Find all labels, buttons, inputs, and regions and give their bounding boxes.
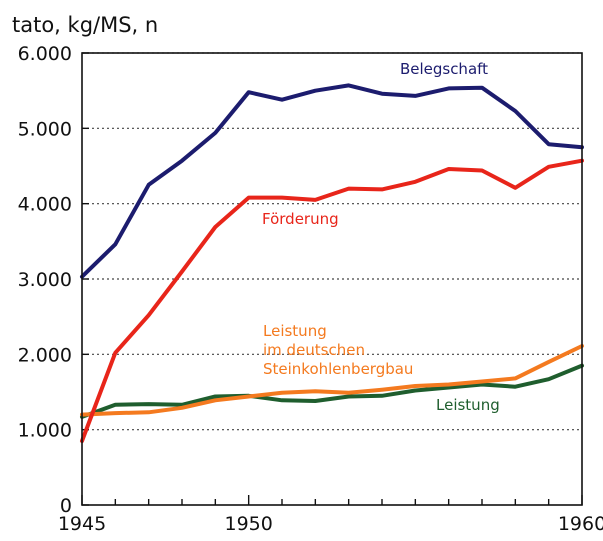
y-tick-label: 3.000	[18, 269, 72, 291]
y-axis-label: tato, kg/MS, n	[12, 13, 158, 37]
y-tick-label: 1.000	[18, 420, 72, 442]
x-tick-label: 1950	[224, 513, 272, 535]
series-lines	[80, 83, 584, 443]
series-label: Belegschaft	[400, 60, 488, 78]
series-label: Leistung	[436, 396, 500, 414]
y-tick-label: 0	[60, 495, 72, 517]
x-tick-label: 1945	[58, 513, 106, 535]
y-tick-label: 6.000	[18, 43, 72, 65]
series-label: Förderung	[262, 210, 339, 228]
y-tick-label: 2.000	[18, 344, 72, 366]
series-line	[80, 158, 584, 443]
y-tick-label: 4.000	[18, 194, 72, 216]
series-line	[80, 363, 584, 419]
series-line	[80, 344, 584, 417]
y-tick-labels: 0 1.000 2.000 3.000 4.000 5.000 6.000	[18, 43, 72, 517]
x-tick-label: 1960	[558, 513, 603, 535]
series-label: im deutschen	[263, 341, 365, 359]
x-tick-labels: 1945 1950 1960	[58, 513, 603, 535]
axes	[81, 52, 583, 506]
series-line	[80, 83, 584, 279]
series-label: Leistung	[263, 322, 327, 340]
gridlines	[81, 52, 583, 506]
series-label: Steinkohlenbergbau	[263, 360, 413, 378]
plot-frame	[81, 52, 583, 506]
y-tick-label: 5.000	[18, 118, 72, 140]
